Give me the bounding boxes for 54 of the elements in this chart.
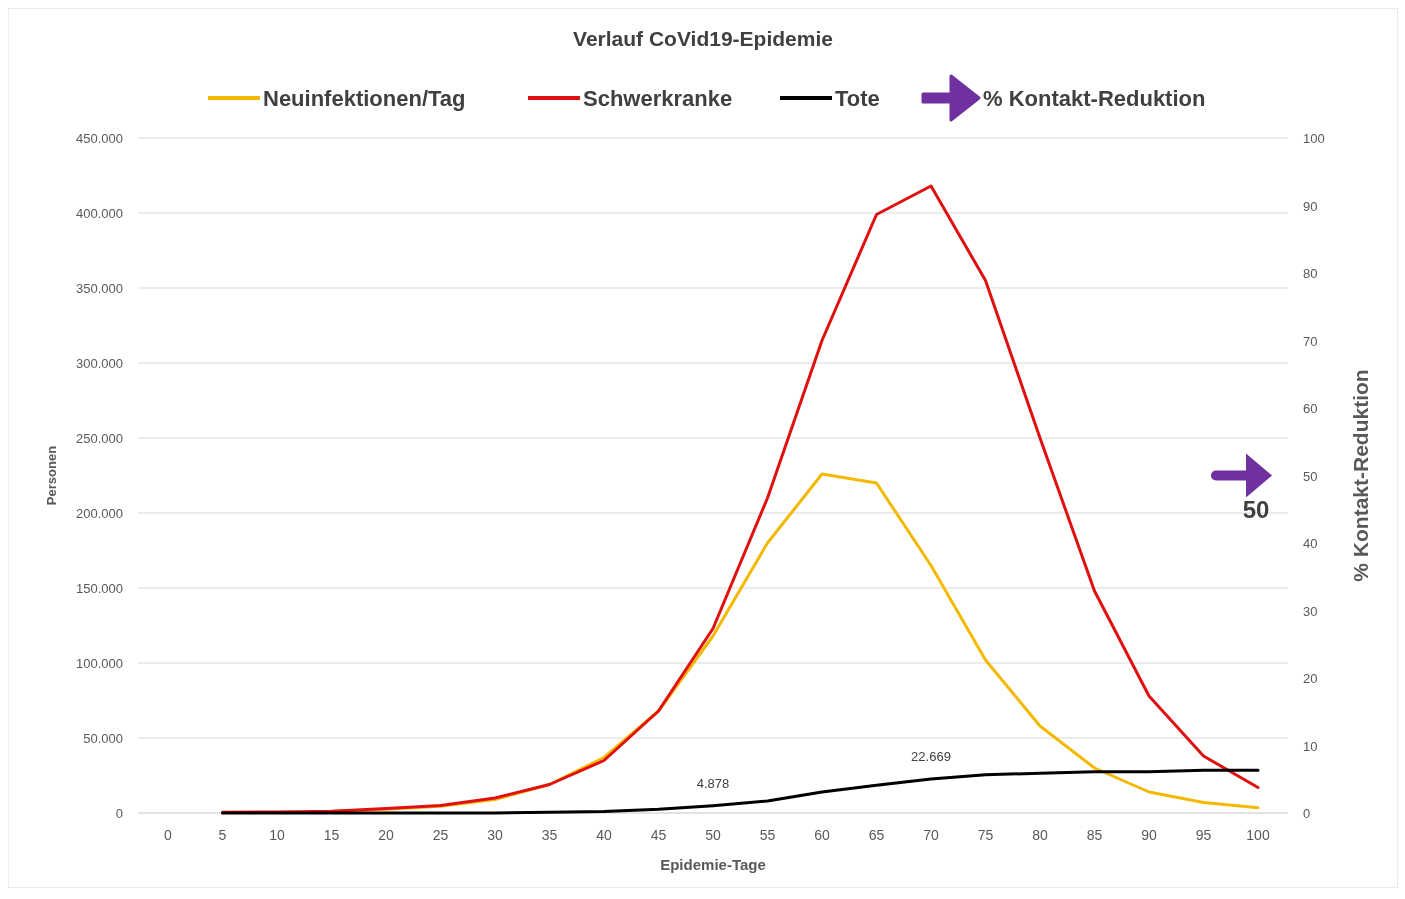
y-tick-label: 0: [115, 806, 123, 821]
y-tick-label: 400.000: [76, 206, 123, 221]
x-tick-label: 80: [1032, 827, 1048, 843]
legend-label: Neuinfektionen/Tag: [263, 86, 466, 111]
x-tick-label: 65: [868, 827, 885, 843]
data-label: 22.669: [911, 749, 951, 764]
y2-tick-label: 40: [1303, 536, 1318, 551]
x-tick-label: 85: [1086, 827, 1103, 843]
x-tick-label: 60: [814, 827, 830, 843]
x-tick-label: 0: [164, 827, 173, 843]
x-tick-label: 30: [487, 827, 503, 843]
x-tick-label: 75: [977, 827, 994, 843]
x-tick-label: 5: [218, 827, 227, 843]
data-label: 4.878: [696, 775, 730, 791]
x-axis-title: Epidemie-Tage: [660, 856, 766, 873]
y-axis-title: Personen: [44, 445, 59, 506]
x-tick-label: 20: [378, 827, 394, 843]
y-tick-label: 100.000: [76, 656, 123, 671]
y-tick-label: 350.000: [76, 281, 123, 296]
y2-tick-label: 70: [1303, 333, 1318, 349]
y-tick-label: 150.000: [76, 581, 123, 596]
x-tick-label: 45: [650, 827, 667, 843]
y-tick-label: 450.000: [76, 131, 123, 146]
y2-tick-label: 100: [1303, 131, 1325, 146]
y2-tick-label: 60: [1303, 401, 1318, 416]
data-label: 50: [1242, 495, 1270, 523]
line-series: [221, 768, 1260, 815]
y2-tick-label: 20: [1303, 671, 1318, 686]
x-tick-label: 95: [1195, 827, 1212, 843]
x-tick-label: 10: [269, 827, 285, 843]
legend-label: % Kontakt-Reduktion: [983, 86, 1206, 111]
y2-tick-label: 30: [1303, 603, 1318, 619]
y2-tick-label: 0: [1303, 806, 1311, 821]
x-tick-label: 70: [923, 827, 939, 843]
x-tick-label: 100: [1246, 827, 1270, 843]
y-tick-label: 50.000: [83, 731, 123, 746]
legend-label: Schwerkranke: [583, 86, 733, 111]
x-tick-label: 15: [323, 827, 340, 843]
x-tick-label: 35: [541, 827, 558, 843]
legend-label: Tote: [835, 86, 880, 111]
y2-tick-label: 10: [1303, 738, 1318, 754]
x-tick-label: 50: [705, 827, 721, 843]
y2-tick-label: 50: [1303, 468, 1318, 484]
chart-title: Verlauf CoVid19-Epidemie: [573, 27, 833, 50]
x-tick-label: 25: [432, 827, 449, 843]
y2-tick-label: 90: [1303, 198, 1318, 214]
x-tick-label: 40: [596, 827, 612, 843]
x-tick-label: 55: [759, 827, 776, 843]
y-tick-label: 300.000: [76, 356, 123, 371]
y-tick-label: 200.000: [76, 506, 123, 521]
x-tick-label: 90: [1141, 827, 1157, 843]
y-tick-label: 250.000: [76, 431, 123, 446]
y2-tick-label: 80: [1303, 266, 1318, 281]
y2-axis-title: % Kontakt-Reduktion: [1349, 369, 1372, 582]
